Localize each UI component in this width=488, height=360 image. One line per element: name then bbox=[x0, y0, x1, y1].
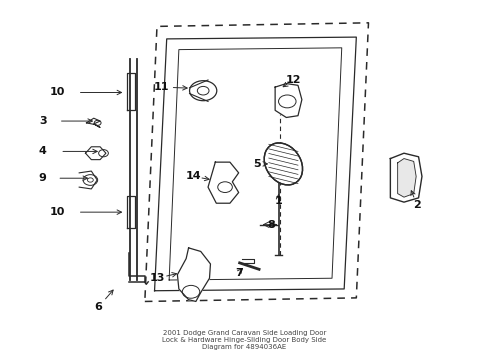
Text: 4: 4 bbox=[39, 147, 46, 157]
Text: 7: 7 bbox=[234, 268, 242, 278]
Polygon shape bbox=[86, 118, 100, 127]
Polygon shape bbox=[397, 158, 415, 197]
Text: 8: 8 bbox=[267, 220, 275, 230]
Polygon shape bbox=[85, 147, 106, 159]
Polygon shape bbox=[79, 171, 97, 189]
Text: 1: 1 bbox=[274, 197, 282, 206]
Text: 6: 6 bbox=[95, 302, 102, 312]
Polygon shape bbox=[177, 248, 210, 301]
Polygon shape bbox=[207, 162, 238, 203]
Ellipse shape bbox=[264, 143, 302, 185]
Text: 3: 3 bbox=[39, 116, 46, 126]
Text: 11: 11 bbox=[154, 82, 169, 92]
Text: 14: 14 bbox=[185, 171, 201, 181]
Text: 13: 13 bbox=[149, 273, 164, 283]
Text: 10: 10 bbox=[49, 207, 65, 217]
Text: 10: 10 bbox=[49, 87, 65, 98]
Text: 5: 5 bbox=[252, 159, 260, 169]
Polygon shape bbox=[275, 84, 301, 117]
Text: 2001 Dodge Grand Caravan Side Loading Door
Lock & Hardware Hinge-Sliding Door Bo: 2001 Dodge Grand Caravan Side Loading Do… bbox=[162, 330, 326, 350]
Text: 9: 9 bbox=[39, 173, 46, 183]
Polygon shape bbox=[389, 153, 421, 202]
Text: 2: 2 bbox=[412, 200, 420, 210]
Text: 12: 12 bbox=[285, 75, 300, 85]
